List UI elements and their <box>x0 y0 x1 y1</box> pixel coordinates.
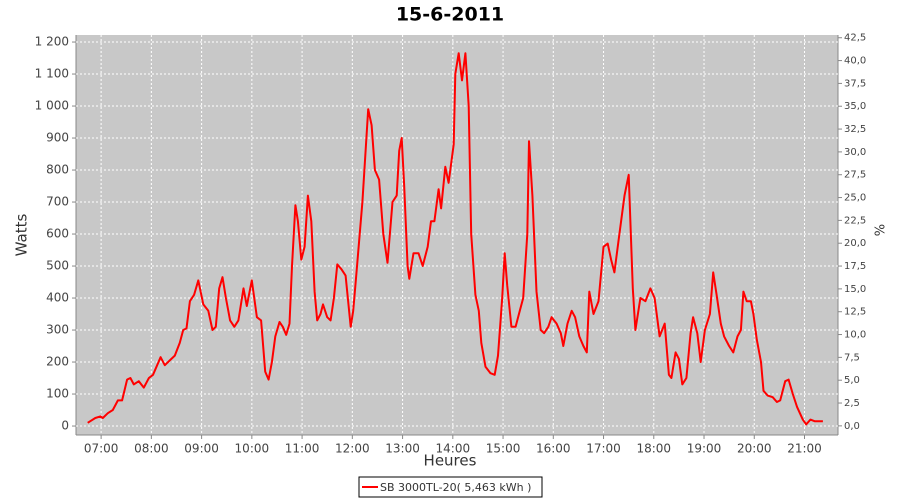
x-tick-label: 11:00 <box>285 442 320 456</box>
y2-tick-label: 32,5 <box>844 124 866 135</box>
y-tick-label: 100 <box>46 387 69 401</box>
y2-tick-label: 22,5 <box>844 215 866 226</box>
x-tick-label: 08:00 <box>134 442 169 456</box>
y2-tick-label: 27,5 <box>844 170 866 181</box>
y2-tick-label: 12,5 <box>844 307 866 318</box>
y-tick-label: 800 <box>46 163 69 177</box>
y-tick-label: 400 <box>46 291 69 305</box>
x-tick-label: 21:00 <box>787 442 822 456</box>
plot-area <box>76 35 838 435</box>
y2-tick-label: 25,0 <box>844 193 866 204</box>
y2-tick-label: 17,5 <box>844 261 866 272</box>
y2-tick-label: 35,0 <box>844 101 866 112</box>
x-tick-label: 19:00 <box>687 442 722 456</box>
data-line <box>87 52 823 426</box>
x-tick-label: 16:00 <box>536 442 571 456</box>
y-tick-label: 1 200 <box>35 35 69 49</box>
y2-tick-label: 5,0 <box>844 375 860 386</box>
x-tick-label: 10:00 <box>235 442 270 456</box>
y2-tick-label: 40,0 <box>844 56 866 67</box>
y-tick-label: 600 <box>46 227 69 241</box>
y-tick-label: 300 <box>46 323 69 337</box>
y-tick-label: 1 100 <box>35 67 69 81</box>
legend-box <box>358 476 543 498</box>
legend: SB 3000TL-20( 5,463 kWh ) <box>358 476 543 498</box>
y-tick-label: 200 <box>46 355 69 369</box>
legend-label: SB 3000TL-20( 5,463 kWh ) <box>380 481 531 494</box>
y-tick-label: 900 <box>46 131 69 145</box>
x-tick-label: 09:00 <box>184 442 219 456</box>
y2-tick-label: 30,0 <box>844 147 866 158</box>
y-tick-label: 0 <box>61 419 69 433</box>
y2-tick-label: 37,5 <box>844 78 866 89</box>
y2-tick-label: 2,5 <box>844 398 860 409</box>
x-tick-label: 18:00 <box>636 442 671 456</box>
x-tick-label: 12:00 <box>335 442 370 456</box>
x-axis-label: Heures <box>424 452 477 470</box>
y-tick-label: 1 000 <box>35 99 69 113</box>
x-tick-label: 13:00 <box>385 442 420 456</box>
x-tick-label: 15:00 <box>486 442 521 456</box>
y2-tick-label: 20,0 <box>844 238 866 249</box>
x-tick-label: 14:00 <box>436 442 471 456</box>
x-tick-label: 07:00 <box>84 442 119 456</box>
y-tick-label: 700 <box>46 195 69 209</box>
chart-title: 15-6-2011 <box>396 4 504 26</box>
y2-axis-label: % <box>874 224 889 236</box>
x-tick-label: 20:00 <box>737 442 772 456</box>
y-axis-label: Watts <box>13 214 31 257</box>
y2-tick-label: 0,0 <box>844 421 860 432</box>
x-tick-label: 17:00 <box>586 442 621 456</box>
y2-tick-label: 15,0 <box>844 284 866 295</box>
y2-tick-label: 7,5 <box>844 352 860 363</box>
y-tick-label: 500 <box>46 259 69 273</box>
y2-tick-label: 42,5 <box>844 33 866 44</box>
y2-tick-label: 10,0 <box>844 330 866 341</box>
